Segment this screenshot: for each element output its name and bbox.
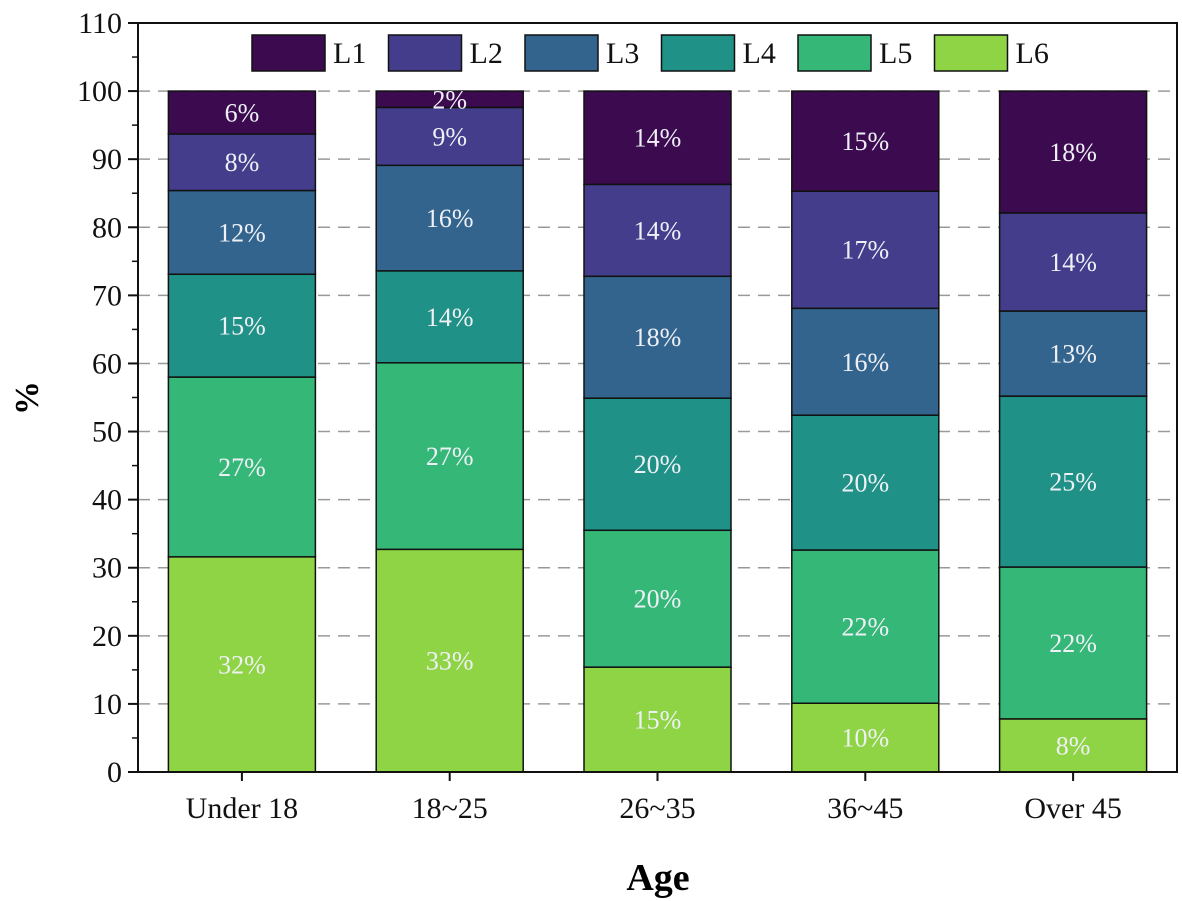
- data-label: 14%: [634, 124, 682, 153]
- bar-segment: [998, 718, 1148, 773]
- legend-swatch: [797, 34, 872, 72]
- bar-segment: [791, 549, 940, 704]
- bar-segment: [375, 90, 524, 109]
- x-tick-label: Under 18: [186, 792, 298, 825]
- data-label: 14%: [1049, 248, 1097, 277]
- legend-label: L6: [1016, 37, 1049, 70]
- bar-segment: [583, 529, 732, 668]
- legend-label: L5: [879, 37, 912, 70]
- data-label: 12%: [218, 218, 266, 247]
- data-label: 10%: [841, 724, 889, 753]
- data-label: 27%: [426, 442, 474, 471]
- data-label: 8%: [225, 148, 260, 177]
- data-label: 18%: [634, 323, 682, 352]
- bar-segment: [998, 310, 1148, 397]
- data-label: 16%: [426, 204, 474, 233]
- bar-segment: [998, 395, 1148, 568]
- data-label: 22%: [1049, 629, 1097, 658]
- legend: L1 L2 L3 L4 L5 L6: [238, 28, 1078, 78]
- data-label: 18%: [1049, 138, 1097, 167]
- legend-swatch: [524, 34, 599, 72]
- legend-label: L2: [470, 37, 503, 70]
- y-tick-label: 60: [92, 347, 122, 380]
- bar-segment: [583, 183, 732, 278]
- data-label: 33%: [426, 647, 474, 676]
- data-label: 20%: [634, 450, 682, 479]
- data-label: 15%: [218, 312, 266, 341]
- bar-segment: [998, 90, 1148, 214]
- y-tick-label: 40: [92, 484, 122, 517]
- bar-segment: [998, 566, 1148, 720]
- y-axis-label: %: [9, 381, 46, 415]
- x-tick-label: 18~25: [412, 792, 488, 825]
- data-label: 13%: [1049, 340, 1097, 369]
- y-tick-label: 70: [92, 279, 122, 312]
- data-label: 14%: [426, 303, 474, 332]
- bar-segment: [583, 666, 732, 773]
- bar-segment: [791, 190, 940, 310]
- axes: Under 18 18~25 26~35 36~45 Over 45 0 10 20 30 40 5…: [77, 7, 1178, 825]
- y-tick-label: 20: [92, 620, 122, 653]
- data-label: 9%: [432, 122, 467, 151]
- y-tick-label: 80: [92, 211, 122, 244]
- legend-swatch: [387, 34, 463, 72]
- data-label: 32%: [218, 650, 266, 679]
- legend-swatch: [933, 34, 1009, 72]
- data-label: 20%: [634, 585, 682, 614]
- x-tick-label: 26~35: [619, 792, 695, 825]
- data-label: 14%: [634, 216, 682, 245]
- data-label: 25%: [1049, 468, 1097, 497]
- data-label: 2%: [432, 85, 467, 114]
- y-tick-label: 50: [92, 416, 122, 449]
- bar-segment: [375, 362, 524, 551]
- bar-segment: [167, 556, 317, 773]
- bar-segment: [167, 90, 317, 135]
- bar-segment: [791, 90, 940, 192]
- data-label: 6%: [225, 99, 260, 128]
- legend-swatch: [660, 34, 736, 72]
- bar-segment: [583, 90, 732, 186]
- legend-label: L3: [606, 37, 639, 70]
- y-tick-label: 0: [107, 756, 122, 789]
- bar-segment: [998, 212, 1148, 312]
- bar-segment: [375, 548, 524, 773]
- bars: 32% 27% 15% 12% 8% 6% 33% 27% 14% 16% 9% 2% 15% 20% 20…: [167, 85, 1148, 773]
- bar-segment: [167, 273, 317, 378]
- y-tick-label: 10: [92, 688, 122, 721]
- legend-label: L4: [743, 37, 776, 70]
- bar-segment: [375, 270, 524, 364]
- data-label: 22%: [841, 613, 889, 642]
- x-axis-label: Age: [626, 857, 689, 899]
- data-label: 15%: [841, 127, 889, 156]
- y-tick-label: 90: [92, 143, 122, 176]
- x-tick-label: Over 45: [1024, 792, 1121, 825]
- data-label: 16%: [841, 348, 889, 377]
- data-label: 15%: [634, 706, 682, 735]
- y-tick-label: 110: [78, 7, 122, 40]
- data-label: 17%: [841, 236, 889, 265]
- legend-label: L1: [333, 37, 366, 70]
- bar-segment: [583, 397, 732, 532]
- data-label: 8%: [1056, 731, 1091, 760]
- y-tick-label: 30: [92, 552, 122, 585]
- bar-segment: [583, 275, 732, 399]
- x-tick-label: 36~45: [827, 792, 903, 825]
- bar-segment: [375, 164, 524, 272]
- data-label: 27%: [218, 453, 266, 482]
- y-tick-label: 100: [77, 75, 122, 108]
- bar-segment: [791, 307, 940, 416]
- bar-segment: [167, 376, 317, 558]
- bar-segment: [791, 414, 940, 551]
- data-label: 20%: [841, 469, 889, 498]
- legend-swatch: [251, 34, 326, 72]
